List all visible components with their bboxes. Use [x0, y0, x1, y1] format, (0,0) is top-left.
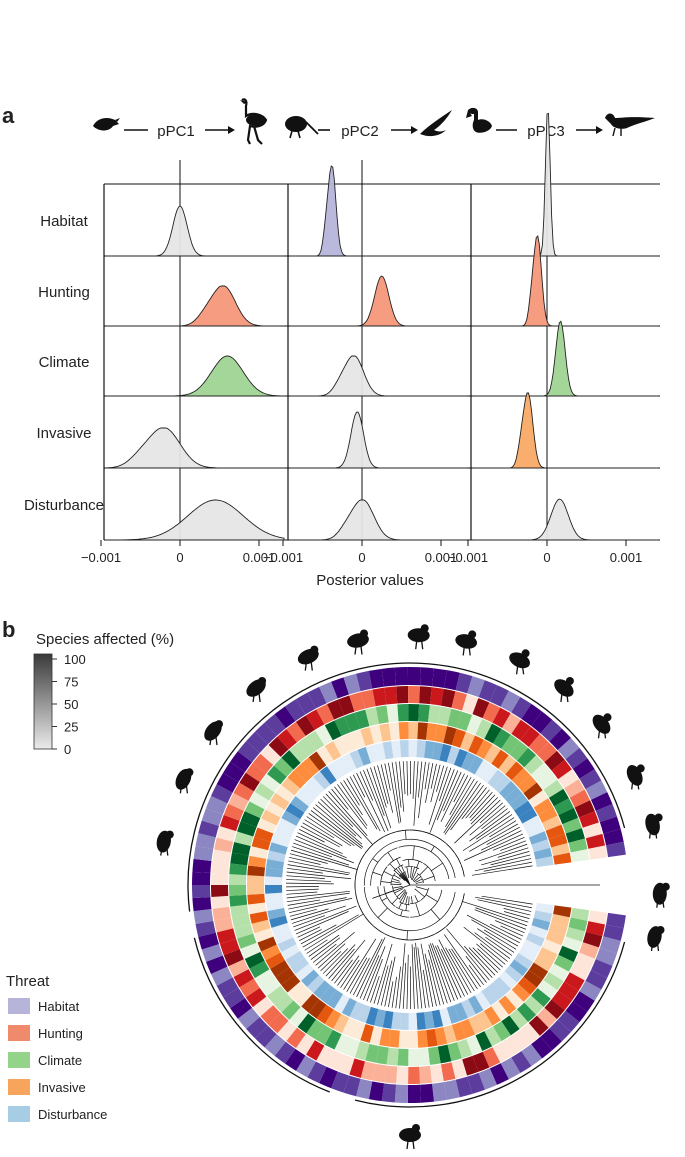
density-invasive-ppc2 [290, 411, 467, 469]
heatmap-ring-habitat [192, 667, 626, 1103]
axis-header-pPC3: pPC3 [527, 123, 565, 140]
ridge-densities [105, 112, 658, 541]
ridge-row-labels: Habitat Hunting Climate Invasive Disturbance [24, 213, 104, 514]
bird-silhouette-icon [246, 677, 267, 703]
ridge-x-ticks: −0.001 0 0.001−0.001 0 0.001−0.001 0 0.001 [81, 540, 642, 565]
heatmap-ring-hunting [211, 686, 608, 1084]
density-invasive-ppc3 [473, 392, 658, 469]
colorbar-tick-label: 75 [64, 675, 78, 690]
panel-a-label: a [2, 103, 15, 128]
ostrich-icon [240, 98, 268, 145]
bird-silhouette-icon [175, 768, 194, 794]
bird-silhouette-icon [652, 882, 670, 908]
density-hunting-ppc3 [473, 235, 658, 327]
row-label-habitat: Habitat [40, 213, 88, 230]
density-invasive-ppc1 [105, 427, 284, 469]
bird-silhouette-icon [554, 677, 574, 703]
axis-header-pPC2: pPC2 [341, 123, 379, 140]
kiwi-icon [285, 116, 319, 139]
legend-swatch-climate [8, 1052, 30, 1068]
density-climate-ppc3 [473, 320, 658, 397]
bird-silhouette-icon [592, 713, 612, 739]
x-axis-title: Posterior values [316, 572, 424, 589]
ridge-plot-grid [103, 160, 660, 541]
colorbar-tick-label: 50 [64, 697, 78, 712]
row-label-invasive: Invasive [36, 425, 91, 442]
density-habitat-ppc3 [473, 112, 658, 257]
colorbar-tick-label: 0 [64, 742, 71, 757]
panel-b-label: b [2, 617, 15, 642]
bird-silhouettes-header [93, 98, 655, 145]
axis-header-pPC1: pPC1 [157, 123, 195, 140]
density-disturbance-ppc2 [290, 499, 467, 541]
colorbar-tick-label: 100 [64, 652, 86, 667]
bird-silhouette-icon [509, 649, 530, 675]
x-tick-label: 0 [543, 550, 550, 565]
bird-silhouette-icon [407, 624, 430, 650]
density-climate-ppc1 [106, 355, 285, 397]
density-hunting-ppc1 [106, 285, 284, 327]
x-tick-label: 0 [176, 550, 183, 565]
phylogenetic-tree [286, 760, 600, 1010]
bird-silhouette-icon [645, 813, 663, 839]
bird-silhouette-icon [399, 1124, 421, 1150]
legend-label-climate: Climate [38, 1053, 82, 1068]
threat-legend: Habitat Hunting Climate Invasive Disturbance [8, 998, 107, 1122]
bird-silhouette-icon [455, 630, 478, 656]
circular-phylogeny [187, 662, 626, 1108]
density-habitat-ppc2 [290, 165, 467, 257]
x-tick-label: 0.001 [610, 550, 643, 565]
legend-swatch-disturbance [8, 1106, 30, 1122]
heatmap-ring-climate [229, 704, 590, 1066]
colorbar [33, 653, 53, 750]
row-label-climate: Climate [39, 354, 90, 371]
legend-label-disturbance: Disturbance [38, 1107, 107, 1122]
bird-silhouette-icon [647, 926, 665, 952]
axis-headers: pPC1 pPC2 pPC3 [124, 123, 603, 140]
row-label-hunting: Hunting [38, 284, 90, 301]
density-disturbance-ppc1 [106, 499, 285, 541]
density-hunting-ppc2 [290, 275, 467, 327]
pheasant-icon [605, 113, 655, 137]
density-habitat-ppc1 [106, 205, 284, 257]
swift-icon [420, 110, 452, 137]
heatmap-ring-disturbance [265, 740, 554, 1030]
heatmap-ring-invasive [247, 722, 572, 1048]
x-tick-label: −0.001 [263, 550, 303, 565]
x-tick-label: −0.001 [81, 550, 121, 565]
legend-label-hunting: Hunting [38, 1026, 83, 1041]
legend-label-invasive: Invasive [38, 1080, 86, 1095]
colorbar-title: Species affected (%) [36, 631, 174, 648]
legend-swatch-habitat [8, 998, 30, 1014]
bird-silhouette-icon [156, 830, 174, 856]
x-tick-label: 0 [358, 550, 365, 565]
bird-silhouette-icon [297, 645, 319, 671]
legend-title: Threat [6, 973, 50, 990]
pelican-icon [466, 107, 492, 133]
bird-silhouette-icon [204, 720, 223, 746]
legend-swatch-invasive [8, 1079, 30, 1095]
legend-swatch-hunting [8, 1025, 30, 1041]
x-tick-label: 0.001 [243, 550, 276, 565]
bird-silhouette-icon [347, 629, 369, 655]
legend-label-habitat: Habitat [38, 999, 80, 1014]
row-label-disturbance: Disturbance [24, 497, 104, 514]
bird-silhouette-icon [626, 764, 645, 790]
x-tick-label: −0.001 [448, 550, 488, 565]
colorbar-ticks: 100 75 50 25 0 [52, 652, 86, 757]
bird-silhouettes-around-circle [156, 624, 670, 1150]
colorbar-tick-label: 25 [64, 720, 78, 735]
density-climate-ppc2 [290, 355, 467, 397]
small-songbird-icon [93, 118, 120, 131]
density-disturbance-ppc3 [473, 498, 658, 541]
x-tick-label: 0.001 [425, 550, 458, 565]
